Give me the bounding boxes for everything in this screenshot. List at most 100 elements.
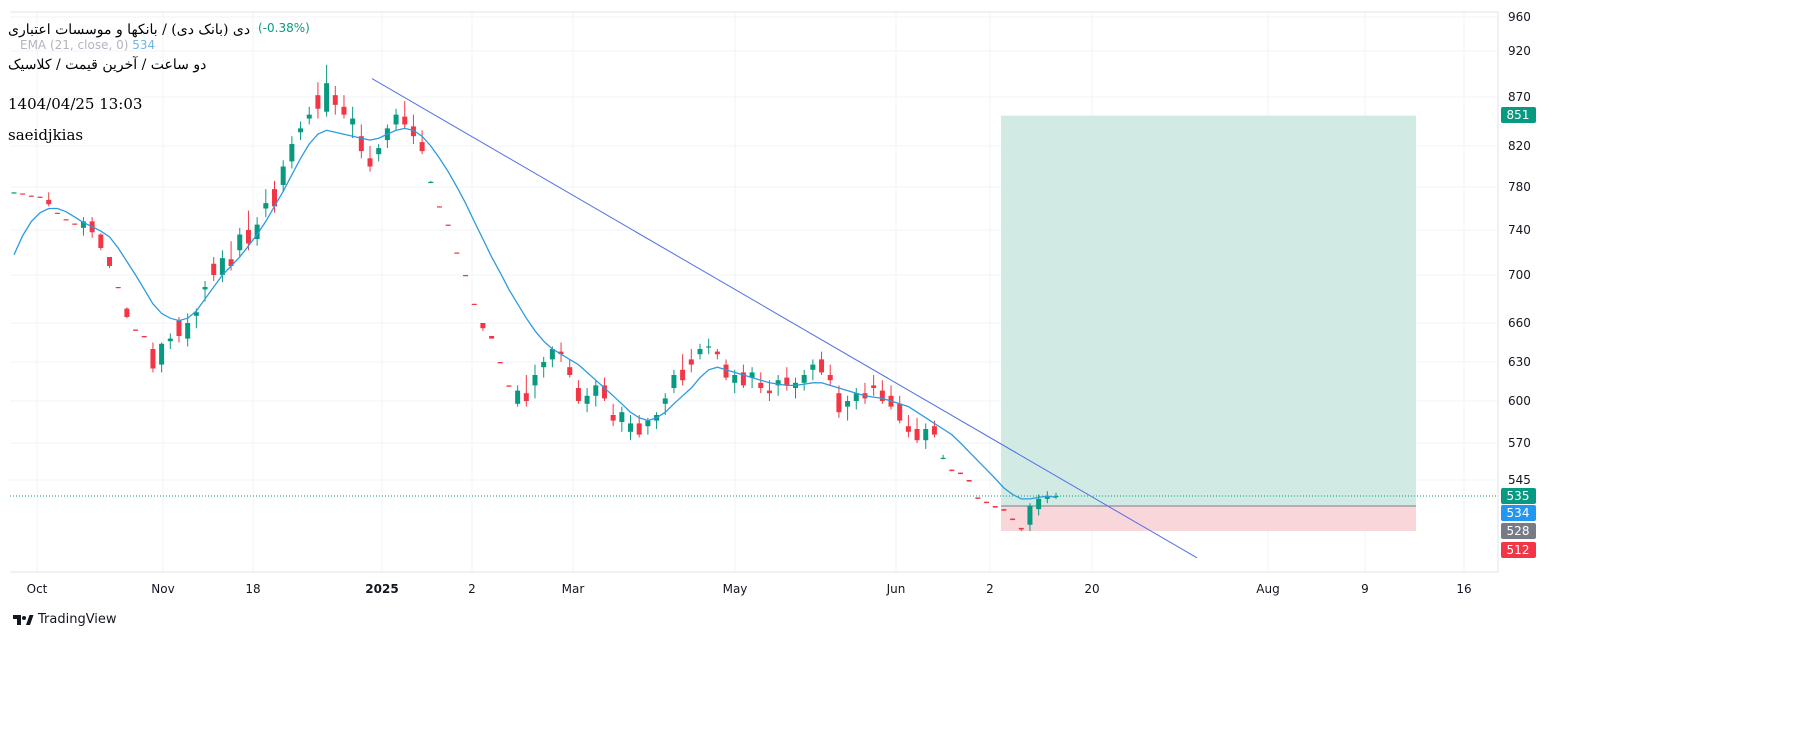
candle bbox=[740, 364, 746, 388]
y-tick-label: 780 bbox=[1508, 180, 1531, 194]
x-tick-label: Nov bbox=[151, 582, 174, 596]
trendline bbox=[371, 78, 1198, 559]
candle bbox=[697, 343, 703, 360]
stop-loss-zone bbox=[1001, 506, 1416, 531]
candle bbox=[20, 193, 26, 195]
candle bbox=[115, 287, 121, 289]
y-tick-label: 660 bbox=[1508, 316, 1531, 330]
svg-text:851: 851 bbox=[1507, 108, 1530, 122]
brand-label: TradingView bbox=[38, 612, 117, 627]
candle bbox=[871, 375, 877, 396]
svg-text:512: 512 bbox=[1507, 543, 1530, 557]
candle bbox=[1044, 491, 1050, 504]
x-tick-label: 9 bbox=[1361, 582, 1369, 596]
candle bbox=[497, 362, 503, 364]
candle bbox=[315, 82, 321, 119]
y-tick-label: 545 bbox=[1508, 473, 1531, 487]
candle bbox=[836, 385, 842, 418]
candle bbox=[506, 385, 512, 387]
chart[interactable]: 960 920 870 820 780 740 700 660 630 600 570 545 Oct N… bbox=[0, 0, 1567, 631]
candle bbox=[810, 359, 816, 381]
candle bbox=[758, 372, 764, 394]
y-tick-label: 630 bbox=[1508, 355, 1531, 369]
candle bbox=[410, 114, 416, 145]
candle bbox=[463, 275, 469, 277]
profit-zone bbox=[1001, 115, 1416, 507]
x-tick-label: 2 bbox=[986, 582, 994, 596]
candle bbox=[966, 480, 972, 482]
candle bbox=[185, 313, 191, 347]
candle bbox=[471, 303, 477, 305]
tradingview-brand[interactable]: TradingView bbox=[12, 612, 117, 627]
price-tag: 528 bbox=[1501, 523, 1536, 539]
price-tag: 534 bbox=[1501, 505, 1536, 521]
candle bbox=[54, 212, 60, 214]
candle bbox=[584, 388, 590, 413]
candle bbox=[628, 415, 634, 441]
symbol-title: دی (بانک دی) / بانکها و موسسات اعتباری bbox=[8, 22, 251, 38]
candle bbox=[532, 364, 538, 399]
candle bbox=[515, 385, 521, 407]
datetime-stamp: 1404/04/25 13:03 bbox=[8, 95, 143, 113]
candle bbox=[984, 501, 990, 504]
candle bbox=[706, 338, 712, 355]
x-tick-label: Oct bbox=[27, 582, 48, 596]
candle bbox=[567, 359, 573, 378]
candle bbox=[454, 252, 460, 254]
candle bbox=[72, 223, 78, 225]
candle bbox=[827, 364, 833, 386]
candle bbox=[419, 130, 425, 155]
candle bbox=[289, 136, 295, 169]
x-tick-label: 16 bbox=[1456, 582, 1471, 596]
candle bbox=[853, 388, 859, 410]
candle bbox=[541, 356, 547, 378]
symbol-legend: دی (بانک دی) / بانکها و موسسات اعتباری bbox=[8, 22, 250, 38]
candle bbox=[350, 106, 356, 139]
candle bbox=[680, 354, 686, 386]
candle bbox=[324, 64, 330, 117]
candle bbox=[897, 395, 903, 424]
candle bbox=[1027, 503, 1033, 531]
ema-line bbox=[13, 127, 1057, 500]
candle bbox=[107, 257, 113, 269]
candle bbox=[480, 323, 486, 331]
ema-legend[interactable]: EMA (21, close, 0) 534 bbox=[20, 38, 155, 52]
candle bbox=[133, 329, 139, 331]
candle bbox=[237, 227, 243, 257]
candle bbox=[575, 380, 581, 404]
candle bbox=[367, 146, 373, 172]
candle bbox=[193, 308, 199, 329]
candle bbox=[341, 95, 347, 119]
candle bbox=[245, 210, 251, 251]
candle bbox=[402, 100, 408, 129]
x-tick-label: 2025 bbox=[365, 582, 398, 596]
candle bbox=[1053, 492, 1059, 499]
candle bbox=[610, 403, 616, 427]
candle bbox=[549, 346, 555, 368]
candle bbox=[957, 472, 963, 475]
candle bbox=[211, 257, 217, 281]
candle bbox=[306, 106, 312, 125]
candle bbox=[1010, 518, 1016, 521]
candle bbox=[905, 415, 911, 438]
x-tick-label: 2 bbox=[468, 582, 476, 596]
candle bbox=[254, 217, 260, 246]
candle bbox=[845, 395, 851, 421]
candle bbox=[11, 192, 17, 194]
tradingview-logo-icon bbox=[12, 613, 34, 627]
candle bbox=[714, 349, 720, 360]
candle bbox=[732, 369, 738, 394]
candle bbox=[445, 224, 451, 226]
candle bbox=[150, 342, 156, 373]
y-tick-label: 820 bbox=[1508, 139, 1531, 153]
candle bbox=[819, 351, 825, 375]
candle bbox=[332, 85, 338, 115]
candle bbox=[98, 233, 104, 251]
candle bbox=[775, 375, 781, 396]
candle bbox=[219, 250, 225, 283]
change-percent: (-0.38%) bbox=[258, 21, 310, 35]
candle bbox=[784, 367, 790, 391]
candle bbox=[37, 196, 43, 198]
candle bbox=[619, 406, 625, 432]
